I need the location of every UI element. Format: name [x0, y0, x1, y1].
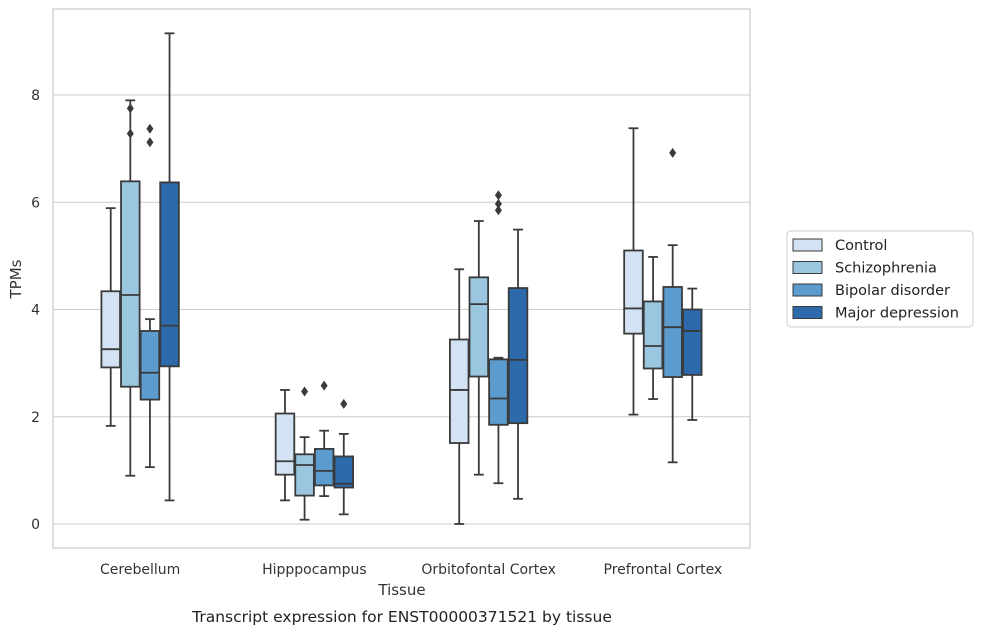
box-group — [642, 256, 664, 400]
box — [159, 181, 180, 368]
box — [333, 455, 354, 489]
box — [313, 448, 335, 487]
box — [120, 180, 141, 388]
box — [682, 308, 703, 376]
box-group — [139, 123, 161, 469]
outlier-point — [494, 190, 502, 201]
box — [488, 358, 509, 426]
x-tick-label: Orbitofontal Cortex — [421, 562, 556, 578]
box — [294, 453, 315, 497]
outlier-point — [146, 123, 154, 134]
box-group — [313, 380, 335, 498]
outlier-point — [494, 198, 502, 209]
box — [623, 249, 644, 335]
box-group — [274, 389, 296, 502]
legend-label: Schizophrenia — [835, 261, 937, 277]
y-tick-label: 0 — [31, 517, 40, 533]
box-group — [333, 398, 354, 516]
outlier-point — [126, 128, 134, 139]
box — [100, 290, 121, 369]
box — [642, 300, 664, 370]
outlier-point — [146, 137, 154, 148]
outlier-point — [340, 398, 348, 409]
legend-swatch — [792, 238, 823, 252]
box — [507, 287, 529, 425]
legend-frame — [786, 230, 974, 328]
legend-label: Control — [835, 238, 887, 254]
y-axis-title: TPMs — [7, 259, 25, 299]
y-tick-label: 6 — [31, 195, 40, 211]
outlier-point — [301, 386, 309, 397]
x-tick-label: Prefrontal Cortex — [604, 562, 723, 578]
box-group — [468, 220, 490, 476]
box-group — [100, 207, 121, 427]
plot-area — [52, 8, 751, 549]
y-tick-label: 2 — [31, 410, 40, 426]
legend: Control Schizophrenia Bipolar disorder Majo… — [786, 230, 974, 328]
x-tick-label: Hipppocampus — [262, 562, 367, 578]
box-group — [159, 32, 180, 502]
outlier-point — [126, 103, 134, 114]
legend-label: Bipolar disorder — [835, 283, 950, 299]
box — [468, 276, 490, 378]
outlier-point — [669, 147, 677, 158]
box-group — [507, 228, 529, 500]
legend-label: Major depression — [835, 306, 959, 322]
y-tick-label: 4 — [31, 303, 40, 319]
outlier-point — [320, 380, 328, 391]
box — [662, 286, 683, 378]
x-axis-title: Tissue — [377, 581, 425, 599]
box-group — [294, 386, 315, 521]
box — [139, 330, 161, 401]
chart-caption: Transcript expression for ENST0000037152… — [191, 608, 612, 626]
box-group — [662, 147, 683, 464]
outlier-point — [494, 205, 502, 216]
x-tick-label: Cerebellum — [100, 562, 180, 578]
legend-swatch — [792, 306, 823, 319]
box-group — [120, 99, 141, 477]
legend-swatch — [792, 261, 823, 274]
box-group — [623, 127, 644, 416]
legend-swatch — [792, 283, 823, 297]
y-tick-label: 8 — [31, 88, 40, 104]
box — [449, 338, 470, 444]
box — [274, 412, 296, 476]
box-group — [488, 190, 509, 485]
box-group — [682, 287, 703, 421]
box-group — [449, 268, 470, 525]
